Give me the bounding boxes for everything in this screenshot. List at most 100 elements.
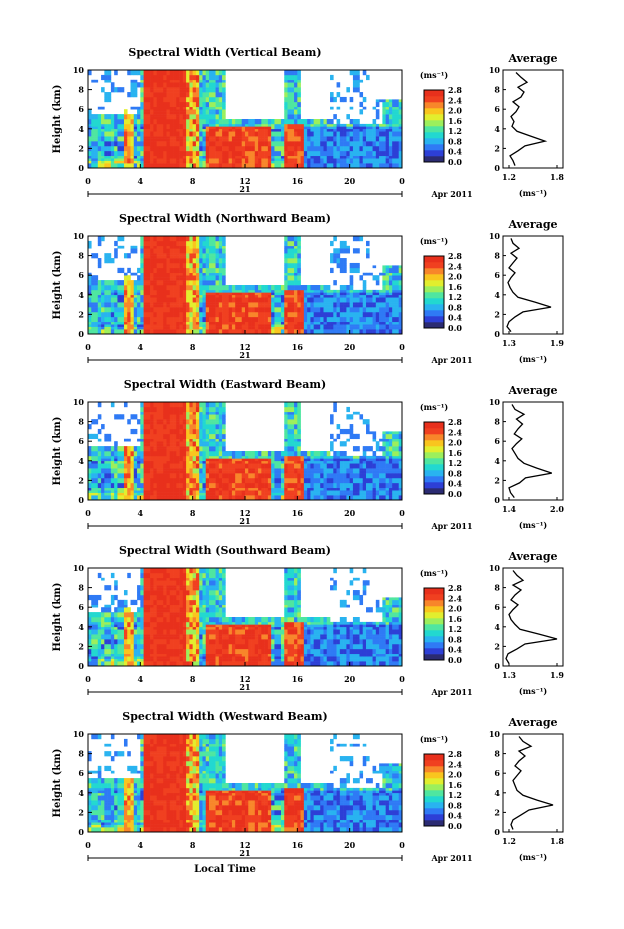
heatmap-cell bbox=[173, 270, 177, 274]
heatmap-cell bbox=[375, 114, 380, 117]
heatmap-cell bbox=[150, 96, 154, 100]
heatmap-cell bbox=[343, 131, 347, 134]
heatmap-cell bbox=[261, 163, 265, 166]
heatmap-cell bbox=[264, 326, 269, 330]
heatmap-cell bbox=[192, 145, 197, 149]
heatmap-cell bbox=[195, 94, 200, 98]
heatmap-cell bbox=[173, 101, 177, 105]
heatmap-cell bbox=[303, 119, 308, 122]
heatmap-cell bbox=[287, 72, 292, 76]
heatmap-cell bbox=[91, 160, 95, 164]
heatmap-cell bbox=[195, 99, 200, 103]
heatmap-cell bbox=[258, 285, 262, 288]
heatmap-cell bbox=[205, 289, 210, 293]
heatmap-cell bbox=[202, 111, 207, 115]
heatmap-cell bbox=[222, 145, 226, 149]
heatmap-cell bbox=[192, 150, 197, 154]
heatmap-cell bbox=[150, 82, 154, 85]
heatmap-cell bbox=[356, 145, 360, 149]
heatmap-cell bbox=[166, 277, 171, 281]
heatmap-cell bbox=[294, 116, 298, 120]
heatmap-cell bbox=[228, 163, 233, 166]
heatmap-cell bbox=[356, 74, 360, 78]
heatmap-cell bbox=[372, 153, 377, 157]
heatmap-cell bbox=[163, 285, 167, 288]
heatmap-cell bbox=[205, 258, 210, 261]
heatmap-cell bbox=[215, 275, 220, 278]
heatmap-cell bbox=[202, 292, 207, 296]
heatmap-cell bbox=[222, 111, 226, 115]
heatmap-cell bbox=[241, 141, 246, 144]
heatmap-cell bbox=[146, 74, 151, 78]
heatmap-cell bbox=[101, 314, 105, 318]
heatmap-cell bbox=[97, 287, 102, 291]
heatmap-cell bbox=[231, 294, 236, 298]
heatmap-cell bbox=[202, 133, 207, 137]
heatmap-cell bbox=[169, 153, 174, 157]
heatmap-cell bbox=[150, 87, 154, 90]
heatmap-cell bbox=[228, 145, 233, 149]
heatmap-cell bbox=[163, 292, 167, 296]
heatmap-cell bbox=[287, 331, 292, 335]
heatmap-cell bbox=[195, 114, 200, 117]
heatmap-cell bbox=[395, 99, 400, 103]
heatmap-cell bbox=[366, 131, 370, 134]
heatmap-cell bbox=[101, 119, 105, 122]
heatmap-cell bbox=[199, 309, 203, 313]
heatmap-cell bbox=[271, 319, 275, 323]
heatmap-cell bbox=[107, 311, 112, 315]
heatmap-cell bbox=[290, 70, 295, 73]
heatmap-cell bbox=[169, 238, 174, 242]
heatmap-cell bbox=[195, 280, 200, 283]
heatmap-cell bbox=[163, 136, 167, 139]
heatmap-cell bbox=[313, 311, 318, 315]
heatmap-cell bbox=[110, 150, 115, 154]
heatmap-cell bbox=[199, 250, 203, 254]
heatmap-cell bbox=[159, 77, 164, 81]
heatmap-cell bbox=[316, 285, 321, 288]
heatmap-cell bbox=[166, 119, 171, 122]
heatmap-cell bbox=[114, 131, 118, 134]
heatmap-cell bbox=[251, 304, 256, 308]
heatmap-cell bbox=[218, 141, 223, 144]
heatmap-cell bbox=[323, 141, 328, 144]
heatmap-cell bbox=[195, 111, 200, 115]
heatmap-cell bbox=[261, 331, 265, 335]
heatmap-cell bbox=[166, 133, 171, 137]
heatmap-cell bbox=[271, 141, 275, 144]
heatmap-cell bbox=[166, 265, 171, 269]
heatmap-cell bbox=[274, 292, 279, 296]
heatmap-cell bbox=[271, 289, 275, 293]
heatmap-cell bbox=[287, 160, 292, 164]
heatmap-cell bbox=[133, 70, 138, 73]
heatmap-cell bbox=[245, 314, 249, 318]
heatmap-cell bbox=[294, 82, 298, 85]
heatmap-cell bbox=[303, 143, 308, 147]
heatmap-cell bbox=[343, 165, 347, 169]
heatmap-cell bbox=[156, 282, 161, 286]
heatmap-cell bbox=[290, 84, 295, 88]
heatmap-cell bbox=[264, 143, 269, 147]
heatmap-cell bbox=[137, 331, 141, 335]
heatmap-cell bbox=[202, 253, 207, 256]
heatmap-cell bbox=[215, 143, 220, 147]
heatmap-cell bbox=[123, 150, 128, 154]
heatmap-cell bbox=[176, 289, 180, 293]
heatmap-cell bbox=[182, 101, 187, 105]
heatmap-cell bbox=[186, 319, 190, 323]
heatmap-cell bbox=[182, 106, 187, 110]
heatmap-cell bbox=[159, 141, 164, 144]
heatmap-cell bbox=[179, 126, 184, 130]
heatmap-cell bbox=[359, 163, 364, 166]
heatmap-cell bbox=[212, 119, 216, 122]
heatmap-cell bbox=[166, 238, 171, 242]
heatmap-cell bbox=[212, 136, 216, 139]
heatmap-cell bbox=[218, 121, 223, 125]
heatmap-cell bbox=[320, 302, 324, 305]
heatmap-cell bbox=[313, 299, 318, 303]
heatmap-cell bbox=[123, 163, 128, 166]
heatmap-cell bbox=[228, 143, 233, 147]
heatmap-cell bbox=[143, 114, 148, 117]
heatmap-cell bbox=[316, 292, 321, 296]
heatmap-cell bbox=[140, 145, 144, 149]
